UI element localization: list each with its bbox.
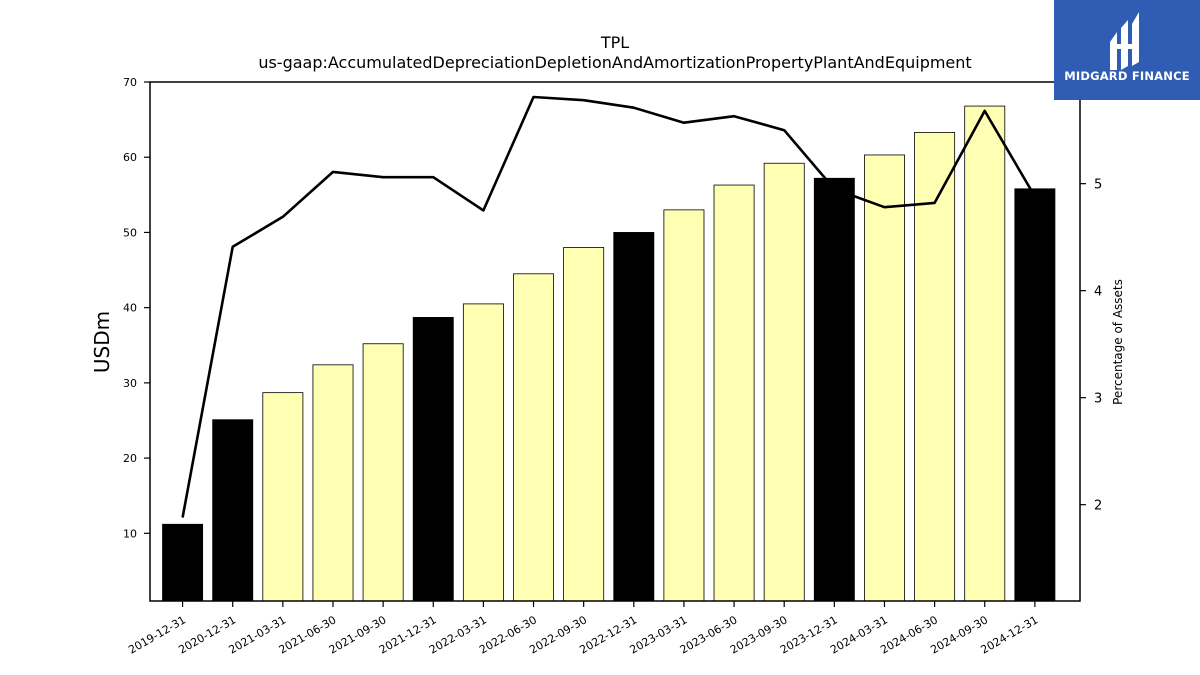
bar <box>212 419 254 602</box>
bar <box>914 131 956 602</box>
y2-tick-label: 3 <box>1094 392 1102 407</box>
plot-area: 1020304050607023452019-12-312020-12-3120… <box>123 76 1102 657</box>
y-axis-label: USDm <box>90 311 114 373</box>
brand-logo: MIDGARD FINANCE <box>1054 0 1200 100</box>
y2-tick-label: 4 <box>1094 285 1102 300</box>
x-tick-label: 2024-12-31 <box>979 613 1041 656</box>
y-tick-label: 30 <box>123 377 137 390</box>
bar <box>964 105 1006 602</box>
bar <box>864 154 905 602</box>
bar <box>462 303 504 602</box>
brand-name: MIDGARD FINANCE <box>1064 69 1190 83</box>
bar <box>312 364 354 602</box>
y2-tick-label: 2 <box>1094 499 1102 514</box>
y-tick-label: 50 <box>123 226 137 239</box>
plot-frame <box>149 81 1081 602</box>
bar <box>813 177 855 602</box>
y-tick-label: 70 <box>123 76 137 89</box>
bar <box>412 317 454 602</box>
bar <box>513 273 554 602</box>
y-tick-label: 10 <box>123 527 137 540</box>
series-line <box>181 95 1037 518</box>
bar <box>663 209 705 602</box>
chart-subtitle: us-gaap:AccumulatedDepreciationDepletion… <box>258 53 971 72</box>
bar <box>262 392 304 602</box>
y2-tick-label: 5 <box>1094 178 1102 193</box>
bar <box>763 162 805 602</box>
bar <box>713 184 755 602</box>
bar <box>563 247 605 602</box>
y-tick-label: 20 <box>123 452 137 465</box>
y-tick-label: 60 <box>123 151 137 164</box>
y2-axis-label: Percentage of Assets <box>1111 279 1125 405</box>
y-tick-label: 40 <box>123 302 137 315</box>
bar <box>1014 188 1056 602</box>
midgard-logo-icon <box>1110 12 1139 70</box>
chart-title: TPL <box>600 33 629 52</box>
bar <box>613 232 655 602</box>
bar <box>162 523 204 602</box>
bar <box>362 343 404 602</box>
